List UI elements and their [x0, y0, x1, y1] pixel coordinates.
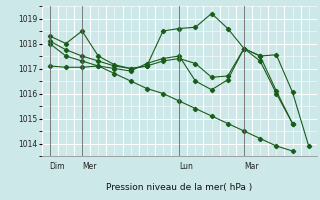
- Text: Mer: Mer: [82, 162, 97, 171]
- Text: Pression niveau de la mer( hPa ): Pression niveau de la mer( hPa ): [106, 183, 252, 192]
- Text: Mar: Mar: [244, 162, 259, 171]
- Text: Lun: Lun: [179, 162, 193, 171]
- Text: Dim: Dim: [50, 162, 65, 171]
